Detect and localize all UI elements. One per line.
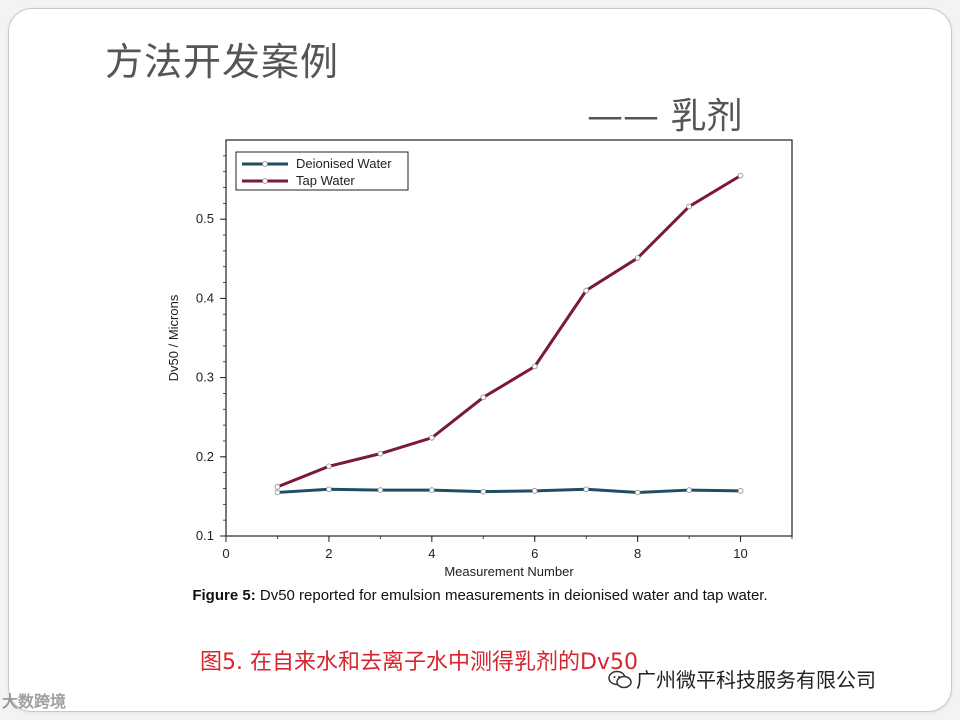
line-chart: 0.1 0.2 0.3 0.4 0.5 0 2 4 6 8 10 Measurement Number… <box>166 139 793 579</box>
y-tick-label: 0.1 <box>196 528 214 543</box>
x-tick-label: 10 <box>733 546 747 561</box>
data-point <box>531 488 538 494</box>
figure-caption: Figure 5: Dv50 reported for emulsion mea… <box>150 586 810 606</box>
data-point <box>686 487 692 493</box>
x-tick-label: 2 <box>325 546 332 561</box>
data-point <box>429 434 435 441</box>
y-tick-label: 0.4 <box>196 290 214 305</box>
figure-caption-text: Dv50 reported for emulsion measurements … <box>255 587 768 604</box>
slide-subtitle: —— 乳剂 <box>587 96 743 137</box>
legend-marker <box>262 161 268 167</box>
watermark-left: 大数跨境 <box>2 688 66 712</box>
watermark-left-text: 大数跨境 <box>2 692 67 711</box>
figure-caption-label: Figure 5: <box>192 587 256 604</box>
data-point <box>480 488 487 495</box>
data-point <box>686 203 692 210</box>
series-line-1 <box>277 487 741 494</box>
legend-label: Tap Water <box>296 173 355 188</box>
legend-marker <box>262 178 268 184</box>
series-line-2 <box>276 174 742 489</box>
slide-title: 方法开发案例 <box>105 40 340 84</box>
y-axis-label: Dv50 / Microns <box>166 294 181 381</box>
data-point <box>326 463 332 470</box>
watermark-right-text: 广州微平科技服务有限公司 <box>636 668 876 692</box>
y-tick-label: 0.2 <box>196 449 214 464</box>
data-point <box>429 487 435 493</box>
y-tick-label: 0.5 <box>196 211 214 226</box>
x-axis-label: Measurement Number <box>444 564 574 579</box>
plot-frame <box>225 139 793 537</box>
data-point <box>737 488 744 494</box>
data-point <box>634 489 641 496</box>
data-point <box>377 450 384 457</box>
x-tick-label: 0 <box>222 546 229 561</box>
wechat-icon <box>608 670 632 689</box>
data-point <box>480 394 487 401</box>
legend-label: Deionised Water <box>296 156 392 171</box>
data-point <box>737 172 744 179</box>
data-point <box>583 287 589 294</box>
data-point <box>274 484 281 490</box>
y-tick-label: 0.3 <box>196 370 214 385</box>
data-point <box>634 255 641 261</box>
x-tick-label: 4 <box>428 546 435 561</box>
x-tick-label: 8 <box>634 546 641 561</box>
x-tick-label: 6 <box>531 546 538 561</box>
data-point <box>274 489 281 496</box>
chinese-caption: 图5. 在自来水和去离子水中测得乳剂的Dv50 <box>200 650 638 675</box>
data-point <box>377 487 384 493</box>
data-point <box>326 486 332 493</box>
data-point <box>531 363 538 370</box>
watermark-right: 广州微平科技服务有限公司 <box>608 664 876 693</box>
data-point <box>583 486 589 493</box>
